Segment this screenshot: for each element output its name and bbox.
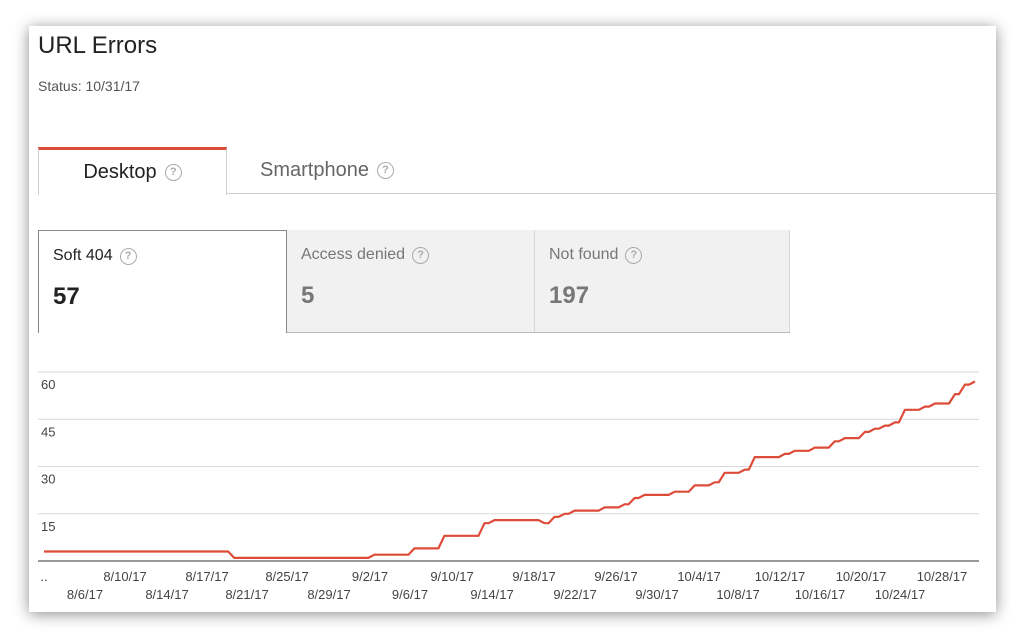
x-tick-label: 8/10/17: [103, 569, 146, 584]
x-tick-label: 9/10/17: [430, 569, 473, 584]
url-errors-panel: URL Errors Status: 10/31/17 Desktop ? Sm…: [29, 26, 996, 612]
card-access-denied-label: Access denied: [301, 246, 406, 263]
x-tick-label: 8/6/17: [67, 587, 103, 602]
x-tick-label: 8/25/17: [265, 569, 308, 584]
soft-404-series-line: [44, 380, 976, 559]
x-tick-label: 8/21/17: [225, 587, 268, 602]
tab-divider: [227, 193, 996, 194]
card-not-found-label: Not found: [549, 246, 619, 263]
card-not-found-value: 197: [549, 282, 590, 309]
x-tick-label: 10/12/17: [755, 569, 806, 584]
x-tick-label: 10/4/17: [677, 569, 720, 584]
x-tick-label: 8/17/17: [185, 569, 228, 584]
card-soft-404[interactable]: Soft 404 ? 57: [38, 230, 287, 333]
tab-desktop-label: Desktop: [83, 161, 157, 183]
y-tick-label: 45: [41, 424, 55, 439]
tab-smartphone-label: Smartphone: [260, 158, 369, 181]
x-tick-label: 10/20/17: [836, 569, 887, 584]
status-text: Status: 10/31/17: [38, 78, 140, 94]
card-access-denied-value: 5: [301, 282, 315, 309]
x-tick-label: 10/8/17: [716, 587, 759, 602]
y-tick-label: 30: [41, 472, 55, 487]
card-access-denied[interactable]: Access denied ? 5: [287, 230, 535, 333]
metric-cards: Soft 404 ? 57 Access denied ? 5 Not foun…: [38, 230, 790, 333]
x-tick-label: 9/22/17: [553, 587, 596, 602]
card-not-found[interactable]: Not found ? 197: [535, 230, 790, 333]
tab-smartphone[interactable]: Smartphone ?: [227, 147, 427, 193]
x-tick-label: 9/14/17: [470, 587, 513, 602]
x-tick-label: ..: [40, 569, 47, 584]
x-tick-label: 10/28/17: [917, 569, 968, 584]
cards-divider: [287, 332, 790, 333]
x-tick-label: 9/6/17: [392, 587, 428, 602]
card-soft-404-label: Soft 404: [53, 247, 113, 264]
x-tick-label: 10/24/17: [875, 587, 926, 602]
y-tick-label: 15: [41, 519, 55, 534]
x-tick-label: 9/30/17: [635, 587, 678, 602]
question-circle-icon[interactable]: ?: [119, 247, 137, 265]
question-circle-icon[interactable]: ?: [412, 246, 430, 264]
x-tick-label: 9/26/17: [594, 569, 637, 584]
x-tick-label: 8/14/17: [145, 587, 188, 602]
question-circle-icon[interactable]: ?: [376, 161, 394, 179]
page-title: URL Errors: [38, 32, 158, 59]
tab-desktop[interactable]: Desktop ?: [38, 147, 227, 195]
x-tick-label: 9/2/17: [352, 569, 388, 584]
question-circle-icon[interactable]: ?: [164, 164, 182, 181]
errors-line-chart: 60 45 30 15.. 8/10/17 8/17/17 8/25/17 9/2/17 9/1…: [38, 371, 979, 602]
question-circle-icon[interactable]: ?: [625, 246, 643, 264]
x-tick-label: 10/16/17: [795, 587, 846, 602]
card-soft-404-value: 57: [53, 283, 80, 310]
y-tick-label: 60: [41, 377, 55, 392]
x-tick-label: 8/29/17: [307, 587, 350, 602]
x-tick-label: 9/18/17: [512, 569, 555, 584]
